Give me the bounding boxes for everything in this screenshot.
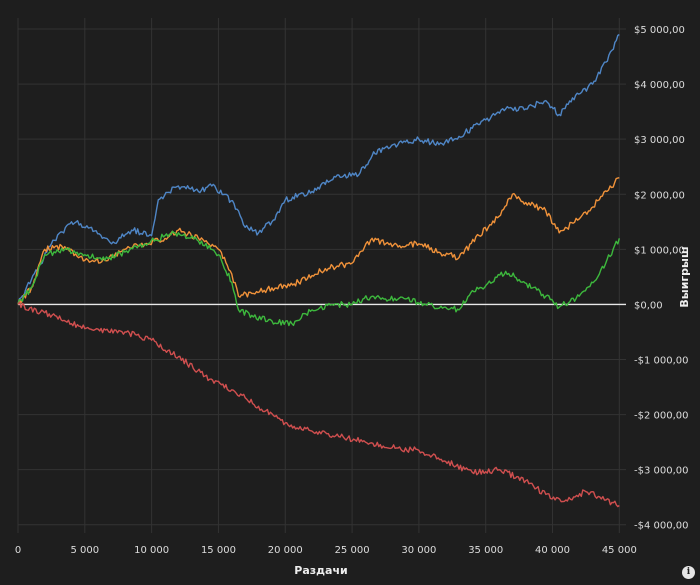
x-tick-label: 45 000 bbox=[602, 545, 637, 556]
y-tick-label: $3 000,00 bbox=[634, 135, 685, 146]
y-tick-label: -$4 000,00 bbox=[634, 521, 689, 532]
series-line-4 bbox=[17, 301, 620, 508]
x-tick-label: 10 000 bbox=[134, 545, 169, 556]
y-tick-label: $0,00 bbox=[634, 300, 663, 311]
y-tick-label: -$1 000,00 bbox=[634, 355, 689, 366]
x-axis-title: Раздачи bbox=[294, 564, 347, 577]
x-tick-label: 5 000 bbox=[70, 545, 99, 556]
series-layer bbox=[17, 33, 620, 508]
x-tick-label: 30 000 bbox=[401, 545, 436, 556]
y-tick-label: -$3 000,00 bbox=[634, 466, 689, 477]
x-tick-label: 20 000 bbox=[268, 545, 303, 556]
x-tick-label: 0 bbox=[15, 545, 21, 556]
grid-layer bbox=[17, 18, 626, 533]
x-tick-label: 35 000 bbox=[468, 545, 503, 556]
info-icon[interactable]: i bbox=[682, 566, 695, 579]
y-tick-layer: $5 000,00 $4 000,00 $3 000,00 $2 000,00 $1 0… bbox=[634, 25, 689, 532]
x-tick-layer: 0 5 000 10 000 15 000 20 000 25 000 30 000 35 0… bbox=[15, 545, 637, 556]
y-axis-title: Выигрыш bbox=[678, 246, 691, 307]
x-tick-label: 15 000 bbox=[201, 545, 236, 556]
y-tick-label: -$2 000,00 bbox=[634, 411, 689, 422]
series-line-1 bbox=[17, 33, 620, 305]
x-tick-label: 40 000 bbox=[535, 545, 570, 556]
y-tick-label: $4 000,00 bbox=[634, 80, 685, 91]
y-tick-label: $2 000,00 bbox=[634, 190, 685, 201]
series-line-3 bbox=[17, 230, 620, 327]
x-tick-label: 25 000 bbox=[335, 545, 370, 556]
y-tick-label: $5 000,00 bbox=[634, 25, 685, 36]
y-tick-label: $1 000,00 bbox=[634, 245, 685, 256]
